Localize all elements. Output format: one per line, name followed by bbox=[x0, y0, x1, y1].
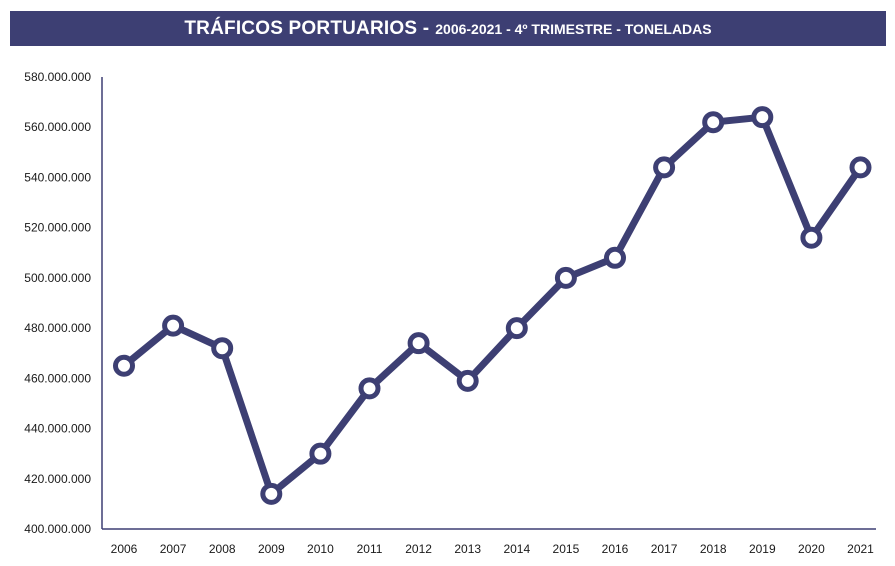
x-tick-label: 2013 bbox=[454, 542, 481, 556]
data-point bbox=[604, 246, 626, 269]
series-line bbox=[120, 113, 864, 498]
x-tick-label: 2016 bbox=[602, 542, 629, 556]
y-tick-label: 500.000.000 bbox=[24, 271, 91, 285]
x-tick-label: 2014 bbox=[503, 542, 530, 556]
chart-title: TRÁFICOS PORTUARIOS - bbox=[184, 17, 430, 39]
chart-subtitle: 2006-2021 - 4º TRIMESTRE - TONELADAS bbox=[435, 20, 712, 37]
x-tick-label: 2011 bbox=[357, 542, 383, 556]
x-tick-label: 2009 bbox=[258, 542, 285, 556]
data-point bbox=[211, 337, 234, 360]
data-point bbox=[407, 332, 430, 355]
x-tick-label: 2017 bbox=[651, 542, 678, 556]
y-tick-label: 580.000.000 bbox=[24, 70, 91, 84]
y-tick-label: 460.000.000 bbox=[24, 371, 91, 385]
data-point bbox=[162, 314, 185, 337]
x-tick-label: 2015 bbox=[553, 542, 580, 556]
data-point bbox=[113, 354, 135, 377]
x-tick-label: 2020 bbox=[798, 542, 825, 556]
x-tick-label: 2008 bbox=[209, 542, 236, 556]
y-tick-label: 400.000.000 bbox=[24, 522, 91, 536]
axes bbox=[101, 77, 876, 530]
data-point bbox=[260, 482, 283, 505]
data-point bbox=[849, 156, 872, 179]
data-point bbox=[702, 111, 725, 134]
x-tick-label: 2018 bbox=[700, 542, 727, 556]
x-tick-label: 2007 bbox=[160, 542, 187, 556]
series-group bbox=[113, 106, 872, 505]
y-tick-label: 420.000.000 bbox=[24, 472, 91, 486]
data-point bbox=[456, 369, 479, 392]
y-tick-label: 480.000.000 bbox=[24, 321, 91, 335]
y-tick-label: 540.000.000 bbox=[24, 170, 91, 184]
chart-title-bar: TRÁFICOS PORTUARIOS - 2006-2021 - 4º TRI… bbox=[10, 11, 886, 46]
x-tick-label: 2010 bbox=[307, 542, 334, 556]
data-point bbox=[505, 317, 528, 340]
x-tick-label: 2012 bbox=[405, 542, 432, 556]
y-tick-label: 520.000.000 bbox=[24, 221, 91, 235]
data-point bbox=[653, 156, 676, 179]
data-point bbox=[751, 106, 774, 129]
y-tick-label: 440.000.000 bbox=[24, 422, 91, 436]
data-point bbox=[358, 377, 381, 400]
x-axis-ticks: 2006 2007 2008 2009 2010 2011 2012 2013 2014 2015… bbox=[111, 542, 875, 556]
data-point bbox=[554, 266, 577, 289]
data-point bbox=[800, 226, 823, 249]
x-tick-label: 2006 bbox=[111, 542, 138, 556]
y-axis-ticks: 400.000.000 420.000.000 440.000.000 460.000… bbox=[24, 70, 91, 536]
y-tick-label: 560.000.000 bbox=[24, 120, 91, 134]
data-point bbox=[309, 442, 332, 465]
x-tick-label: 2019 bbox=[749, 542, 776, 556]
x-tick-label: 2021 bbox=[847, 542, 874, 556]
